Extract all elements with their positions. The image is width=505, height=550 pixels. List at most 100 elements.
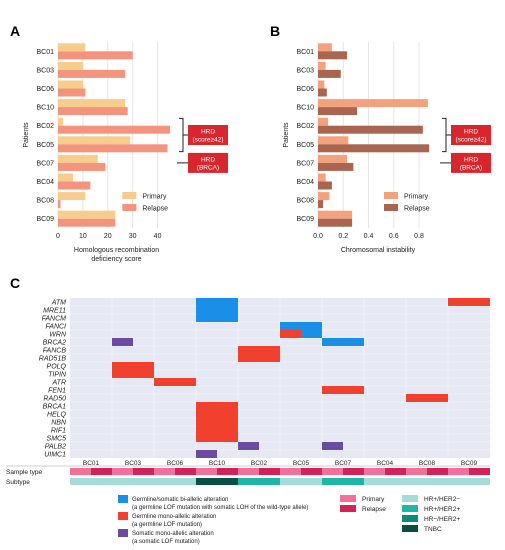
bar-relapse [58,200,61,209]
legend-label-somatic: Somatic mono-allelic alteration [132,531,214,537]
y-tick-label: BC02 [36,123,54,130]
bar-relapse [58,51,133,60]
bar-relapse [58,162,106,171]
sample-type-relapse [385,468,406,475]
x-axis-label: Homologous recombination [74,247,159,254]
patient-label: BC07 [335,460,352,467]
heatmap-cell [196,306,238,314]
hrd-score-text: HRD [464,129,478,136]
gene-label: WRN [49,332,67,339]
subtype-label: Subtype [6,479,30,486]
legend-label-sub_hr_her2pos: HR+/HER2+ [424,506,460,513]
heatmap-cell [322,386,364,394]
legend-swatch-sub_hr_her2pos [402,505,418,512]
heatmap-cell [322,338,364,346]
bar-primary [318,210,353,219]
y-tick-label: BC04 [36,179,54,186]
bar-primary [318,117,329,126]
bar-primary [58,173,73,182]
bar-relapse [318,88,327,97]
legend-swatch-sample_relapse [340,505,356,512]
sample-type-primary [448,468,469,475]
bar-relapse [58,144,168,153]
bar-relapse [318,181,332,190]
gene-label: POLQ [47,364,67,371]
y-tick-label: BC01 [296,49,314,56]
legend-label-sample_primary: Primary [362,496,385,503]
subtype-cell [364,478,406,485]
bar-primary [318,99,428,108]
heatmap-cell [238,442,259,450]
legend-swatch-biallelic [118,495,128,503]
heatmap-cell [196,410,238,418]
bar-primary [58,80,83,89]
bar-relapse [318,218,353,227]
gene-label: UIMC1 [44,452,66,459]
legend-label-sub_hr_her2neg: HR+/HER2− [424,496,460,503]
y-tick-label: BC06 [36,86,54,93]
hrd-brca-text: HRD [464,156,478,163]
bar-relapse [58,107,128,116]
subtype-cell [322,478,364,485]
bar-relapse [318,200,324,209]
panel-c-heatmap: ATMMRE11FANCMFANCIWRNBRCA2FANCBRAD51BPOL… [6,298,490,545]
legend-swatch-germline [118,512,128,520]
y-tick-label: BC03 [296,67,314,74]
y-tick-label: BC03 [36,67,54,74]
sample-type-relapse [259,468,280,475]
bar-relapse [58,125,171,134]
legend-swatch-sample_primary [340,495,356,502]
gene-label: RAD51B [39,356,67,363]
bar-relapse [318,69,341,78]
bar-relapse [58,181,91,190]
y-tick-label: BC09 [36,216,54,223]
panel-label-b: B [270,23,280,39]
panel-b-cin-chart: 0.0 0.2 0.4 0.6 0.8 BC01 BC03 BC06 BC10 BC02 BC05 B… [283,42,491,254]
x-tick-label: 0.2 [338,233,348,240]
hrd-score-box [451,125,491,145]
heatmap-cell [112,362,154,370]
sample-type-primary [406,468,427,475]
heatmap-cell [154,378,196,386]
sample-type-relapse [175,468,196,475]
heatmap-cell [196,418,238,426]
hrd-brca-text: (BRCA) [460,164,482,171]
bar-primary [58,136,131,145]
patient-label: BC05 [293,460,310,467]
bar-primary [318,43,332,52]
heatmap-cell [301,330,322,338]
y-tick-label: BC08 [296,198,314,205]
x-tick-label: 0.0 [313,233,323,240]
hrd-score-text: (score≥42) [192,137,223,144]
patient-label: BC06 [167,460,184,467]
panel-label-c: C [10,275,20,291]
bar-relapse [318,107,358,116]
sample-type-primary [112,468,133,475]
hrd-brca-box [188,152,228,173]
gene-label: FEN1 [48,388,66,395]
legend-swatch-relapse [122,204,137,211]
subtype-cell [448,478,490,485]
sample-type-primary [196,468,217,475]
legend-label-germline: Germline mono-allelic alteration [132,514,216,520]
bar-relapse [58,69,126,78]
gene-label: NBN [51,420,67,427]
sample-type-label: Sample type [6,469,43,476]
x-tick-label: 0.6 [389,233,399,240]
panel-label-a: A [10,23,20,39]
bar-primary [318,154,348,163]
gene-label: TIPIN [48,372,67,379]
y-tick-label: BC07 [36,160,54,167]
gene-label: BRCA1 [43,404,66,411]
y-tick-label: BC02 [296,123,314,130]
bar-primary [58,117,63,126]
hrd-score-text: HRD [201,129,215,136]
subtype-cell [70,478,112,485]
subtype-cell [112,478,154,485]
legend-label-biallelic: (a germline LOF mutation with somatic LO… [132,505,308,511]
y-tick-label: BC05 [296,142,314,149]
gene-label: ATR [52,380,66,387]
y-tick-label: BC06 [296,86,314,93]
x-tick-label: 0.4 [364,233,374,240]
patient-label: BC08 [419,460,436,467]
